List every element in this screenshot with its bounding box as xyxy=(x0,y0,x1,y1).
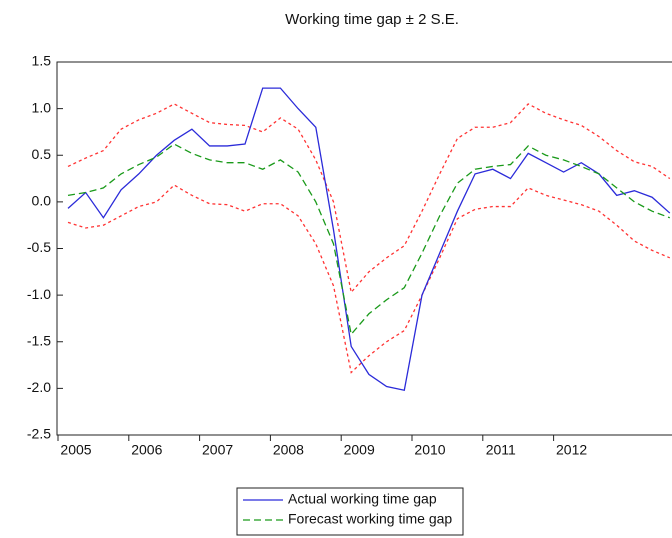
x-tick-label: 2006 xyxy=(131,442,162,458)
x-tick-label: 2005 xyxy=(60,442,91,458)
y-tick-label: 1.5 xyxy=(32,53,52,69)
y-tick-label: -2.5 xyxy=(27,426,51,442)
legend-label: Forecast working time gap xyxy=(288,511,452,527)
y-tick-label: 0.0 xyxy=(32,193,52,209)
x-tick-label: 2012 xyxy=(556,442,587,458)
x-tick-label: 2011 xyxy=(486,442,516,458)
y-tick-label: -0.5 xyxy=(27,239,51,255)
series-line xyxy=(67,143,671,336)
y-tick-label: 1.0 xyxy=(32,99,52,115)
chart-title: Working time gap ± 2 S.E. xyxy=(285,11,459,28)
series-line xyxy=(67,103,671,294)
plot-frame xyxy=(56,61,672,436)
series-line xyxy=(67,87,671,392)
y-tick-label: 0.5 xyxy=(32,146,52,162)
y-tick-label: -2.0 xyxy=(27,379,51,395)
series-line xyxy=(67,184,671,374)
x-tick-label: 2010 xyxy=(414,442,445,458)
y-tick-label: -1.5 xyxy=(27,332,51,348)
x-tick-label: 2007 xyxy=(202,442,233,458)
x-tick-label: 2008 xyxy=(273,442,304,458)
x-tick-label: 2009 xyxy=(344,442,375,458)
legend-box xyxy=(236,487,464,536)
y-tick-label: -1.0 xyxy=(27,286,51,302)
legend-label: Actual working time gap xyxy=(288,491,437,507)
